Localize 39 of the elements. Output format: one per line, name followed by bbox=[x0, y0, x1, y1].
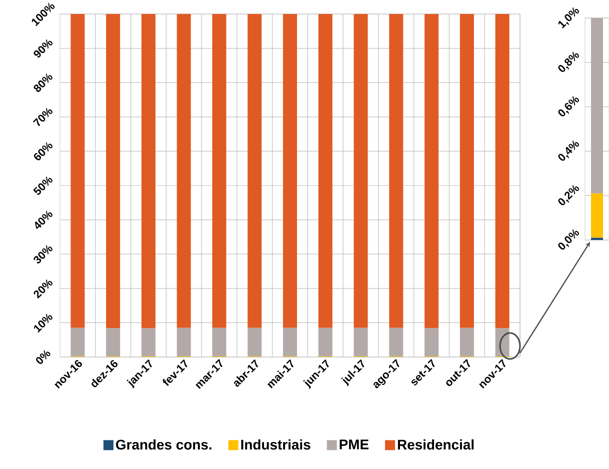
bar bbox=[176, 14, 191, 328]
bar bbox=[212, 14, 226, 328]
bar bbox=[70, 14, 85, 328]
y-tick-label: 50% bbox=[33, 176, 53, 195]
y-tick-label: 70% bbox=[32, 108, 53, 126]
bar bbox=[283, 14, 298, 328]
y-tick-label: 40% bbox=[34, 210, 53, 230]
legend-label: Residencial bbox=[398, 439, 474, 450]
bar bbox=[460, 14, 474, 328]
y-tick-label: 60% bbox=[34, 142, 53, 160]
bar bbox=[591, 18, 604, 194]
bar bbox=[318, 328, 332, 356]
legend-label: PME bbox=[340, 440, 369, 450]
bar bbox=[70, 328, 85, 356]
y-tick-label: 0% bbox=[36, 350, 50, 364]
bar bbox=[424, 14, 439, 328]
bar bbox=[106, 328, 120, 356]
bar bbox=[389, 328, 404, 356]
bar bbox=[141, 14, 156, 328]
bar bbox=[495, 14, 510, 328]
bar bbox=[424, 328, 439, 356]
y-tick-label: 30% bbox=[34, 244, 53, 264]
bar bbox=[283, 328, 298, 356]
legend-label: Industriais bbox=[241, 439, 310, 450]
legend-label: Grandes cons. bbox=[116, 439, 212, 450]
bar bbox=[354, 328, 368, 356]
bar bbox=[591, 193, 604, 238]
bar bbox=[141, 328, 156, 356]
bar bbox=[248, 328, 262, 356]
y-tick-label: 80% bbox=[34, 73, 53, 92]
bar bbox=[212, 328, 226, 356]
bar bbox=[106, 14, 120, 328]
bar bbox=[354, 14, 368, 328]
bar bbox=[176, 328, 191, 356]
bar bbox=[248, 14, 262, 328]
bar bbox=[318, 14, 332, 328]
y-tick-label: 90% bbox=[34, 39, 53, 58]
bar bbox=[460, 328, 474, 356]
bar bbox=[389, 14, 404, 328]
